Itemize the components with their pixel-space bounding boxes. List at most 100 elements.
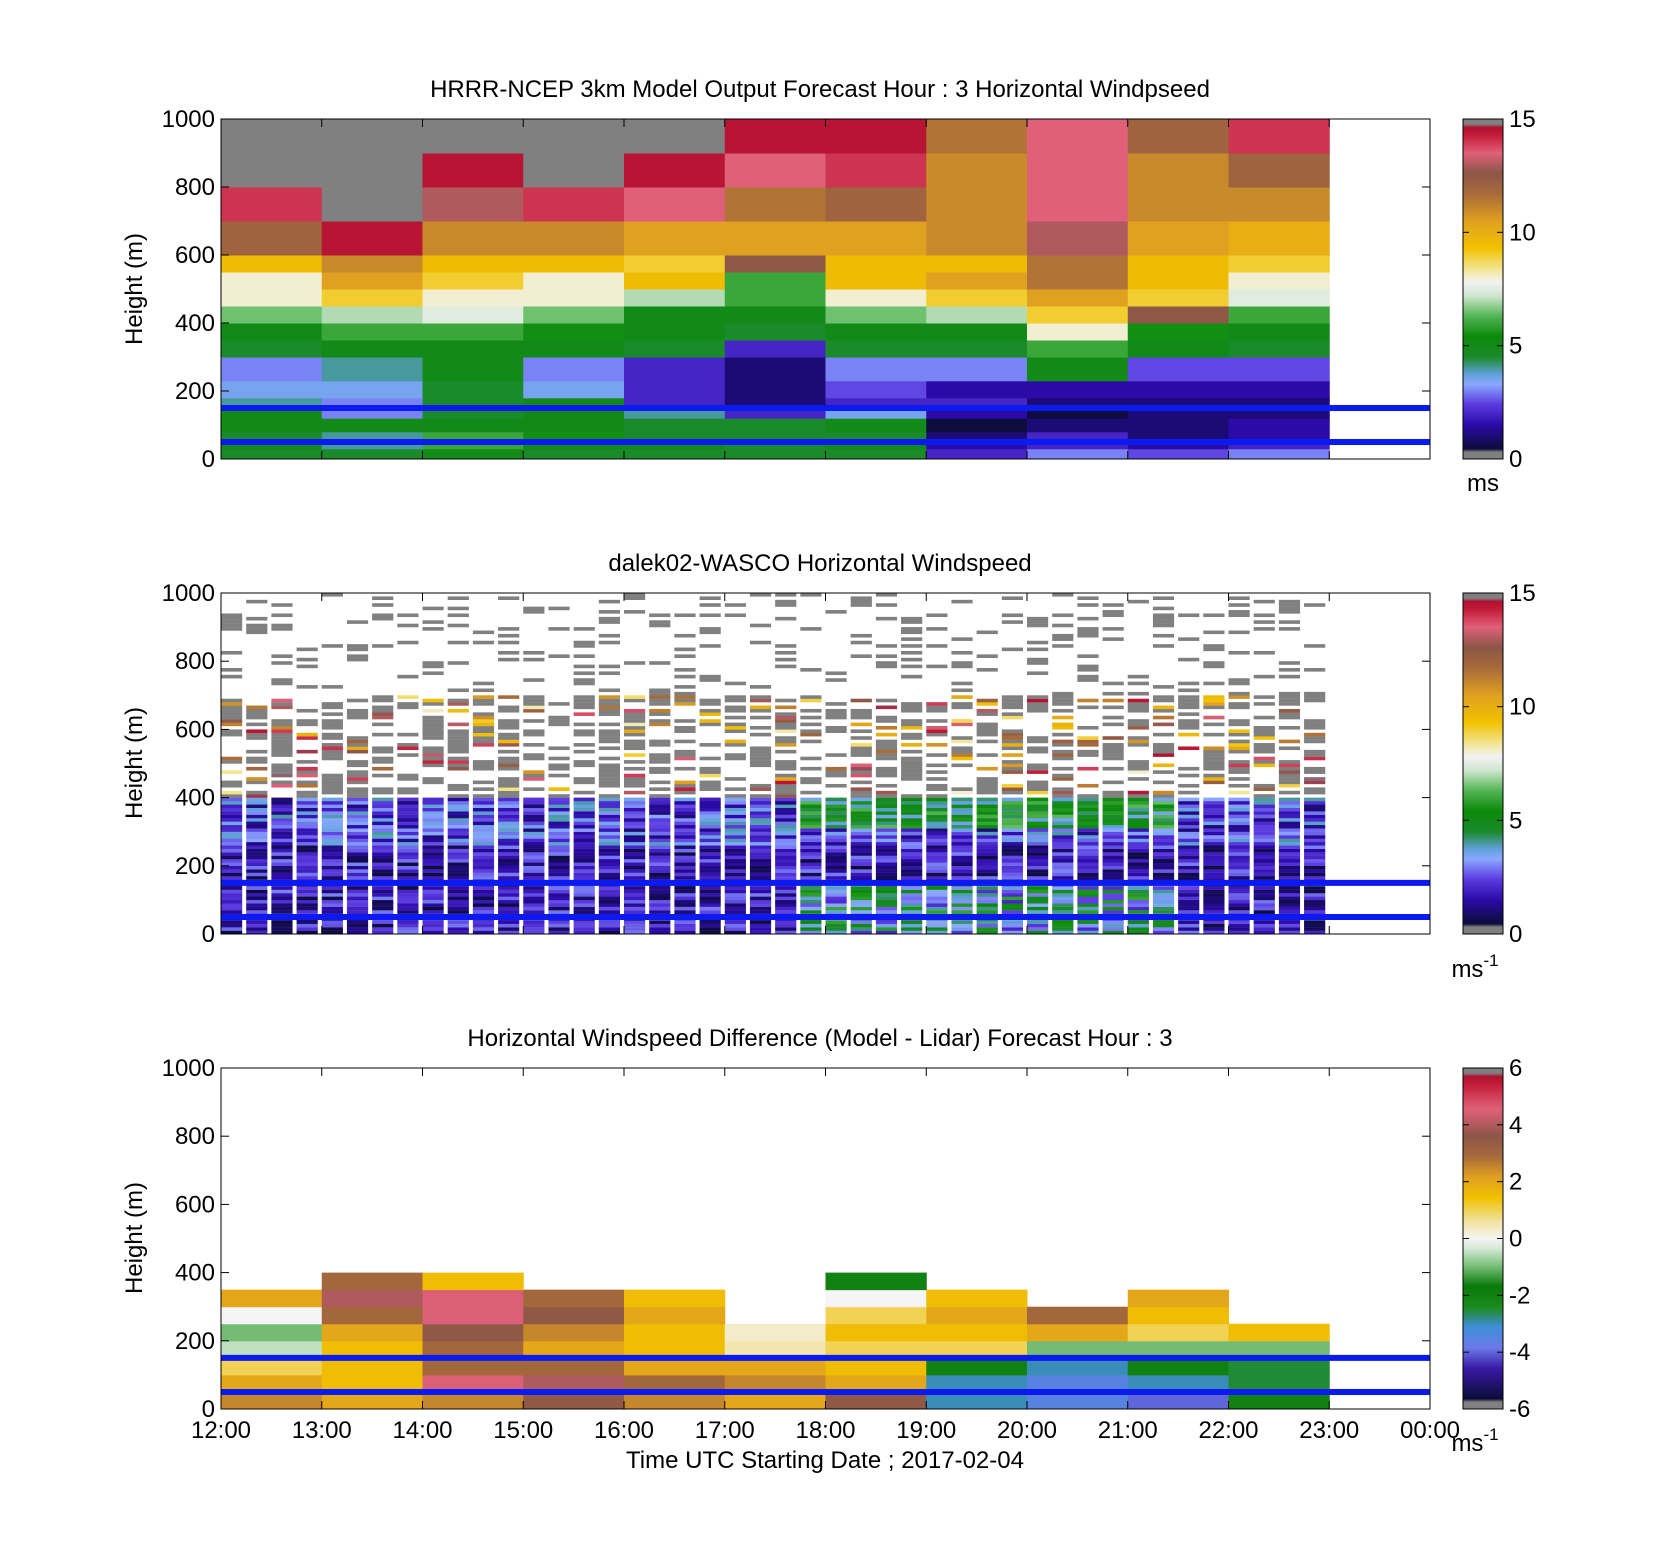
heatmap-cell xyxy=(1278,896,1301,901)
x-tick-label: 20:00 xyxy=(997,1417,1057,1444)
heatmap-cell xyxy=(1052,732,1074,737)
heatmap-cell xyxy=(749,725,772,730)
heatmap-cell xyxy=(951,872,973,877)
heatmap-cell xyxy=(1278,661,1301,665)
heatmap-cell xyxy=(1001,838,1023,843)
heatmap-cell xyxy=(321,746,343,751)
heatmap-cell xyxy=(1178,828,1200,832)
heatmap-cell xyxy=(296,780,318,785)
heatmap-cell xyxy=(951,705,973,710)
heatmap-cell xyxy=(1253,852,1275,856)
heatmap-cell xyxy=(926,408,1028,419)
heatmap-cell xyxy=(926,340,1028,358)
heatmap-cell xyxy=(573,705,595,710)
heatmap-cell xyxy=(1253,899,1275,904)
heatmap-cell xyxy=(649,920,671,924)
heatmap-cell xyxy=(1052,848,1074,853)
heatmap-cell xyxy=(221,831,243,836)
heatmap-cell xyxy=(221,306,323,324)
heatmap-cell xyxy=(1102,906,1124,911)
heatmap-cell xyxy=(1102,855,1124,860)
heatmap-cell xyxy=(447,862,469,866)
heatmap-cell xyxy=(976,845,998,849)
heatmap-cell xyxy=(724,824,746,829)
heatmap-cell xyxy=(850,923,872,928)
heatmap-cell xyxy=(346,835,369,839)
heatmap-cell xyxy=(724,255,826,273)
heatmap-cell xyxy=(926,613,948,618)
heatmap-cell xyxy=(221,855,243,860)
heatmap-cell xyxy=(1228,695,1250,699)
heatmap-cell xyxy=(422,869,444,873)
heatmap-cell xyxy=(775,923,797,928)
heatmap-cell xyxy=(624,910,646,914)
heatmap-cell xyxy=(825,610,847,614)
heatmap-cell xyxy=(598,828,620,832)
heatmap-cell xyxy=(548,818,570,822)
heatmap-cell xyxy=(422,306,524,324)
heatmap-cell xyxy=(346,760,369,764)
heatmap-cell xyxy=(800,804,822,809)
heatmap-cell xyxy=(951,702,973,706)
heatmap-cell xyxy=(321,418,423,433)
heatmap-cell xyxy=(573,858,595,863)
heatmap-cell xyxy=(1127,380,1229,399)
heatmap-cell xyxy=(1203,889,1225,894)
heatmap-cell xyxy=(1027,746,1049,751)
heatmap-cell xyxy=(472,702,495,706)
heatmap-cell xyxy=(1052,623,1074,628)
heatmap-cell xyxy=(271,753,293,757)
heatmap-cell xyxy=(573,664,595,669)
heatmap-cell xyxy=(372,848,394,853)
heatmap-cell xyxy=(498,923,520,928)
heatmap-cell xyxy=(951,893,973,897)
heatmap-cell xyxy=(1178,876,1200,880)
x-tick-label: 14:00 xyxy=(392,1417,452,1444)
heatmap-cell xyxy=(1304,725,1326,730)
heatmap-cell xyxy=(875,896,898,901)
heatmap-cell xyxy=(724,1323,826,1342)
heatmap-cell xyxy=(523,1323,625,1342)
heatmap-cell xyxy=(422,831,444,836)
heatmap-cell xyxy=(296,896,318,901)
heatmap-cell xyxy=(1203,821,1225,826)
heatmap-cell xyxy=(422,824,444,829)
heatmap-cell xyxy=(825,442,927,450)
heatmap-cell xyxy=(926,824,948,829)
heatmap-cells xyxy=(221,1272,1330,1410)
heatmap-cell xyxy=(674,729,696,733)
heatmap-cell xyxy=(1052,920,1074,924)
heatmap-cell xyxy=(800,668,822,672)
x-tick-label: 23:00 xyxy=(1299,1417,1359,1444)
heatmap-cell xyxy=(472,787,495,791)
heatmap-cell xyxy=(1228,814,1250,819)
heatmap-cell xyxy=(825,835,847,839)
lidar-windspeed-panel: dalek02-WASCO Horizontal Windspeed 02004… xyxy=(121,550,1536,983)
heatmap-cell xyxy=(1178,783,1200,788)
heatmap-cell xyxy=(523,380,625,399)
heatmap-cell xyxy=(1278,610,1301,614)
heatmap-cell xyxy=(724,855,746,860)
heatmap-cell xyxy=(901,807,923,812)
heatmap-cell xyxy=(850,876,872,880)
heatmap-cell xyxy=(422,886,444,890)
heatmap-cell xyxy=(498,763,520,768)
heatmap-cell xyxy=(775,896,797,901)
heatmap-cell xyxy=(775,794,797,798)
heatmap-cell xyxy=(1001,620,1023,624)
heatmap-cell xyxy=(1152,835,1175,839)
heatmap-cell xyxy=(346,828,369,832)
heatmap-cell xyxy=(850,603,872,607)
heatmap-cell xyxy=(372,766,394,771)
heatmap-cell xyxy=(1253,872,1275,877)
heatmap-cell xyxy=(800,865,822,870)
heatmap-cell xyxy=(649,695,671,699)
heatmap-cell xyxy=(1127,743,1149,747)
heatmap-cell xyxy=(372,858,394,863)
heatmap-cell xyxy=(825,431,927,443)
heatmap-cell xyxy=(926,743,948,747)
heatmap-cell xyxy=(1203,886,1225,890)
y-tick-label: 800 xyxy=(175,1123,215,1150)
heatmap-cell xyxy=(951,804,973,809)
heatmap-cell xyxy=(321,1340,423,1359)
